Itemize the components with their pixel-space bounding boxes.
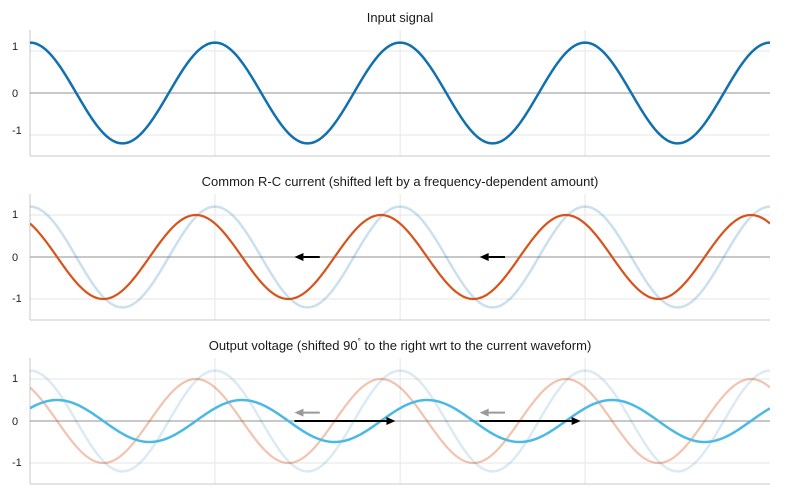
series-group bbox=[30, 41, 770, 145]
shift-arrow bbox=[294, 253, 320, 261]
input-waveform bbox=[30, 369, 770, 473]
shift-arrow bbox=[294, 408, 320, 417]
panel-title: Input signal bbox=[367, 10, 434, 25]
plot-area bbox=[29, 358, 770, 485]
y-tick-label: 0 bbox=[12, 252, 18, 264]
y-tick-label: -1 bbox=[12, 125, 22, 137]
title-part: Output voltage (shifted 90 bbox=[209, 338, 358, 353]
y-tick-label: -1 bbox=[12, 293, 22, 305]
current-waveform bbox=[30, 377, 770, 465]
input-waveform bbox=[30, 41, 770, 145]
shift-arrow bbox=[479, 408, 505, 417]
plot-area bbox=[29, 30, 770, 157]
y-tick-label: 1 bbox=[12, 41, 18, 53]
output-waveform bbox=[30, 398, 770, 444]
shift-arrow bbox=[479, 253, 505, 261]
y-tick-label: 1 bbox=[12, 373, 18, 385]
panel-rc-current: Common R-C current (shifted left by a fr… bbox=[12, 174, 770, 321]
shift-arrow bbox=[294, 417, 396, 425]
panel-title: Output voltage (shifted 90° to the right… bbox=[209, 337, 592, 353]
series-group bbox=[30, 369, 770, 473]
y-tick-label: 0 bbox=[12, 88, 18, 100]
plot-area bbox=[29, 194, 770, 321]
series-group bbox=[30, 205, 770, 309]
current-waveform bbox=[30, 213, 770, 301]
degree-superscript: ° bbox=[358, 337, 361, 346]
panel-input-signal: Input signal 1 0 -1 bbox=[12, 10, 770, 157]
y-tick-label: 1 bbox=[12, 209, 18, 221]
input-waveform bbox=[30, 205, 770, 309]
panel-output-voltage: Output voltage (shifted 90° to the right… bbox=[12, 337, 770, 485]
y-tick-label: -1 bbox=[12, 457, 22, 469]
y-tick-label: 0 bbox=[12, 416, 18, 428]
title-part: to the right wrt to the current waveform… bbox=[361, 338, 591, 353]
shift-arrow bbox=[479, 417, 581, 425]
panel-title: Common R-C current (shifted left by a fr… bbox=[202, 174, 599, 189]
